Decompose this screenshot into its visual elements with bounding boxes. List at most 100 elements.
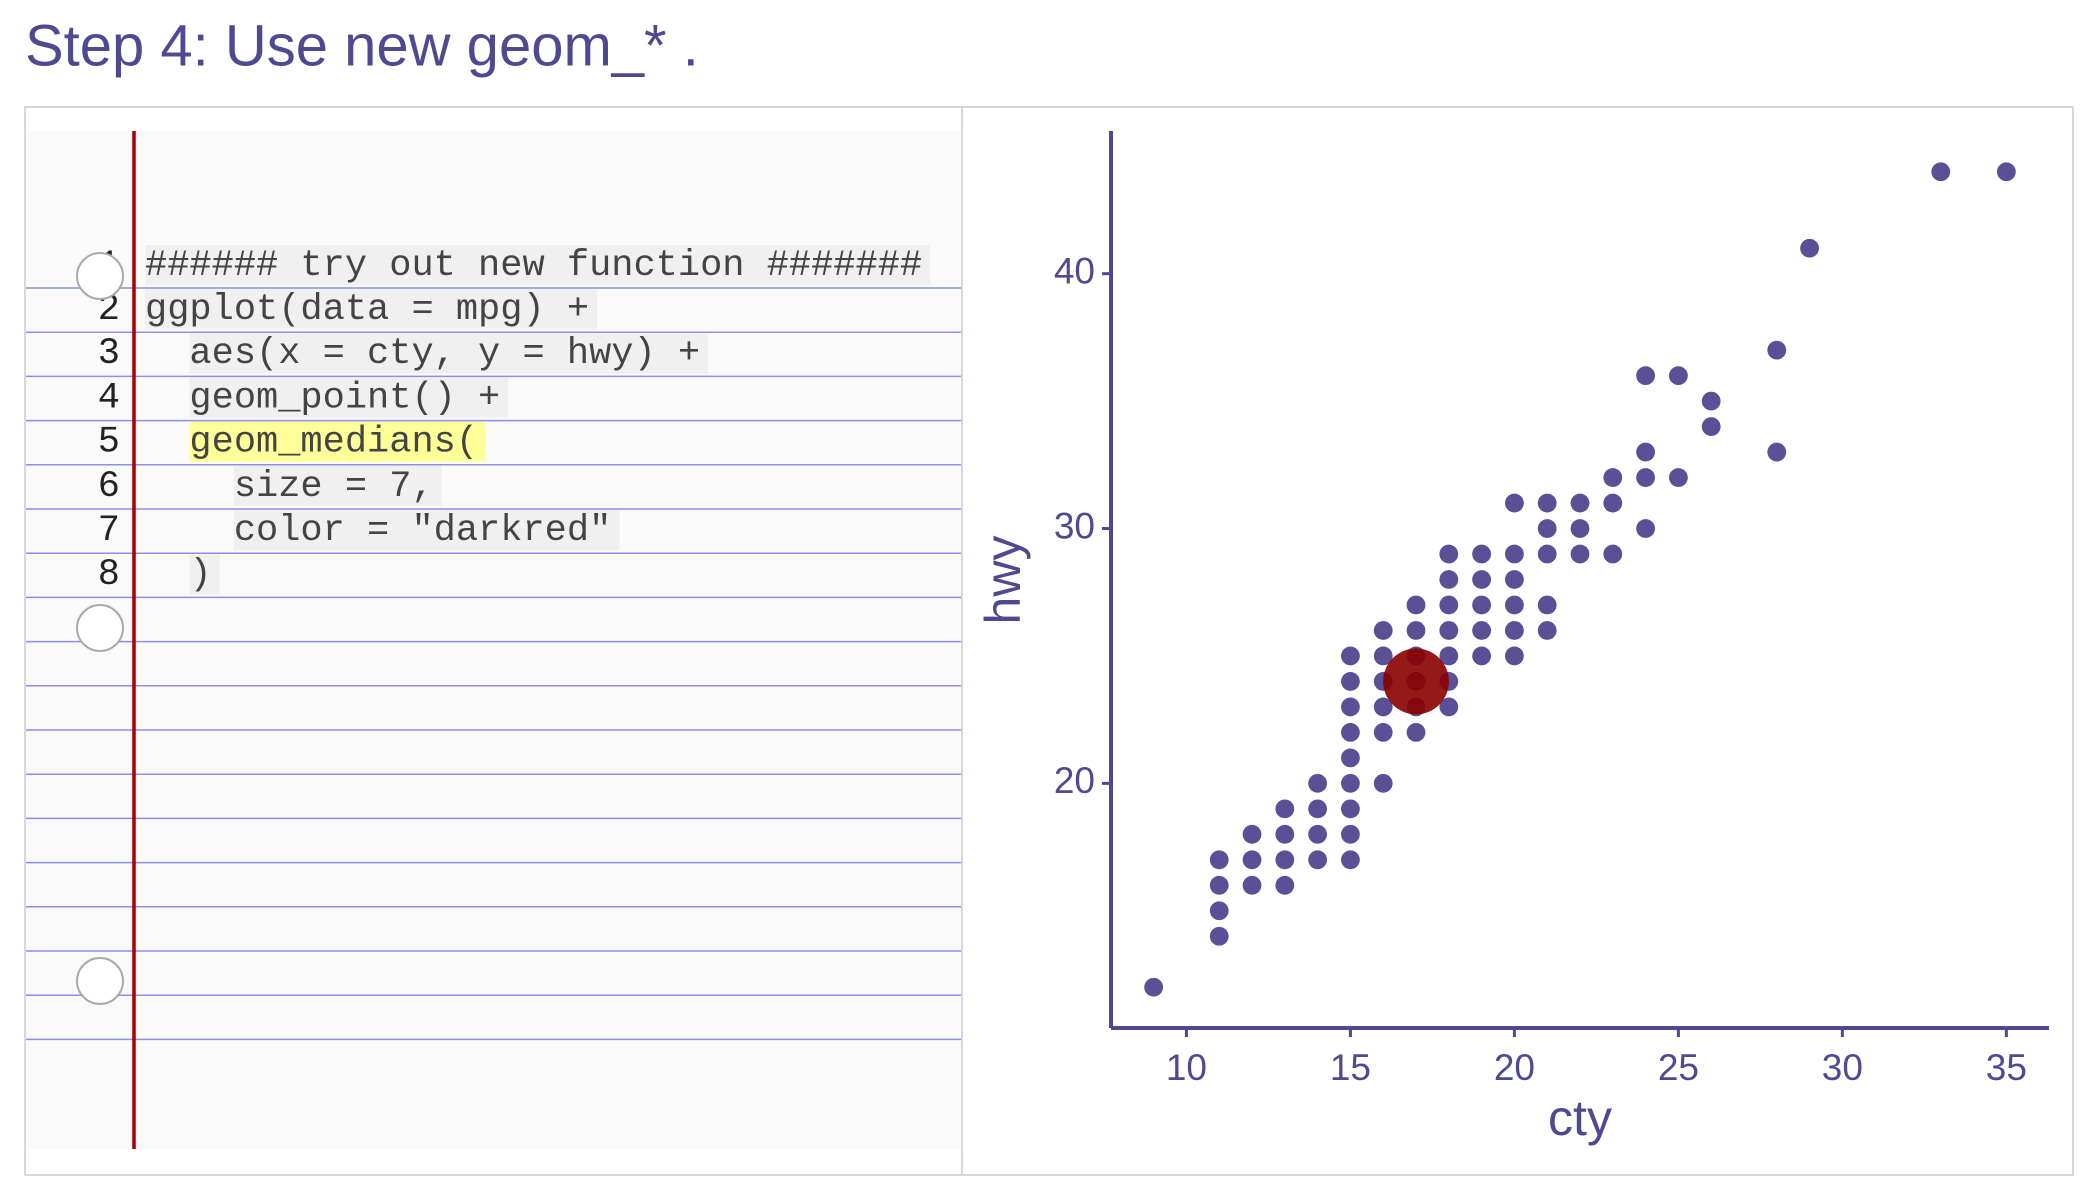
- point: [1439, 595, 1459, 615]
- point: [1439, 570, 1459, 589]
- y-tick-label: 20: [1054, 760, 1095, 801]
- x-axis-title: cty: [1548, 1090, 1612, 1146]
- line-number: 5: [98, 422, 120, 464]
- point: [1931, 162, 1951, 182]
- x-tick-label: 10: [1166, 1047, 1207, 1088]
- x-tick-label: 20: [1494, 1047, 1535, 1088]
- code-highlight: [145, 289, 597, 330]
- point: [1636, 468, 1655, 487]
- point: [1505, 595, 1524, 615]
- code-panel: 1###### try out new function #######2ggp…: [26, 131, 961, 1149]
- point: [1341, 672, 1360, 691]
- x-tick-label: 30: [1822, 1047, 1863, 1088]
- frame: [24, 106, 2074, 1176]
- point: [1505, 570, 1524, 589]
- point: [1242, 875, 1262, 895]
- point: [1341, 799, 1360, 819]
- code-highlight: [189, 377, 509, 418]
- point: [1275, 875, 1295, 895]
- point: [1209, 901, 1229, 921]
- point: [1603, 493, 1623, 513]
- point: [1636, 442, 1655, 462]
- plot-panel: 10 15 20 25 30 35 20 30 40 cty hwy: [975, 131, 2049, 1146]
- point: [1472, 570, 1492, 589]
- point: [1275, 824, 1295, 844]
- x-tick-label: 15: [1330, 1047, 1371, 1088]
- point: [1209, 875, 1229, 895]
- y-axis-title: hwy: [975, 536, 1031, 625]
- point: [1341, 850, 1360, 870]
- point: [1636, 366, 1655, 386]
- point: [1341, 646, 1360, 666]
- point: [1439, 646, 1459, 666]
- point: [1537, 621, 1557, 640]
- point: [1144, 977, 1164, 997]
- code-line: ): [145, 554, 212, 596]
- point: [1209, 850, 1229, 870]
- point: [1341, 697, 1360, 717]
- point: [1570, 544, 1590, 564]
- point: [1570, 519, 1590, 538]
- point: [1472, 646, 1492, 666]
- point: [1341, 773, 1360, 793]
- code-line: geom_medians(: [145, 422, 478, 464]
- point: [1505, 621, 1524, 640]
- point: [1537, 595, 1557, 615]
- point: [1275, 850, 1295, 870]
- point: [1537, 493, 1557, 513]
- point: [1341, 722, 1360, 742]
- point: [1242, 850, 1262, 870]
- point: [1308, 824, 1328, 844]
- line-number: 4: [98, 377, 120, 419]
- point: [1668, 468, 1688, 487]
- y-tick-label: 30: [1054, 505, 1095, 546]
- binder-hole: [76, 252, 124, 300]
- point: [1383, 648, 1449, 715]
- point: [1701, 417, 1721, 437]
- point: [1570, 493, 1590, 513]
- point: [1406, 595, 1426, 615]
- point: [1373, 722, 1393, 742]
- point: [1505, 493, 1524, 513]
- point: [1373, 646, 1393, 666]
- point: [1373, 697, 1393, 717]
- point: [1701, 391, 1721, 411]
- point: [1406, 722, 1426, 742]
- point: [1537, 519, 1557, 538]
- point: [1603, 468, 1623, 487]
- point: [1668, 366, 1688, 386]
- x-tick-label: 35: [1986, 1047, 2027, 1088]
- x-tick-label: 25: [1658, 1047, 1699, 1088]
- point: [1373, 773, 1393, 793]
- code-line: ###### try out new function #######: [145, 245, 922, 287]
- code-line: ggplot(data = mpg) +: [145, 289, 589, 331]
- point: [1275, 799, 1295, 819]
- code-line: color = "darkred": [145, 510, 611, 552]
- line-number: 6: [98, 466, 120, 508]
- point: [1800, 238, 1819, 258]
- point: [1209, 926, 1229, 946]
- code-line: size = 7,: [145, 466, 434, 508]
- code-line: aes(x = cty, y = hwy) +: [145, 333, 700, 375]
- point: [1341, 824, 1360, 844]
- code-highlight: [145, 245, 930, 285]
- point: [1242, 824, 1262, 844]
- slide-title: Step 4: Use new geom_* .: [25, 13, 699, 78]
- code-highlight: [189, 554, 220, 595]
- point: [1308, 799, 1328, 819]
- code-highlight: [189, 333, 708, 374]
- code-highlight: [233, 510, 620, 551]
- point: [1636, 519, 1655, 538]
- point: [1767, 340, 1787, 360]
- point: [1439, 697, 1459, 717]
- point: [1603, 544, 1623, 564]
- point: [1439, 621, 1459, 640]
- point: [1308, 850, 1328, 870]
- point: [1472, 621, 1492, 640]
- point: [1767, 442, 1787, 462]
- line-number: 8: [98, 554, 120, 596]
- point: [1505, 544, 1524, 564]
- binder-hole: [76, 957, 124, 1005]
- point: [1341, 748, 1360, 768]
